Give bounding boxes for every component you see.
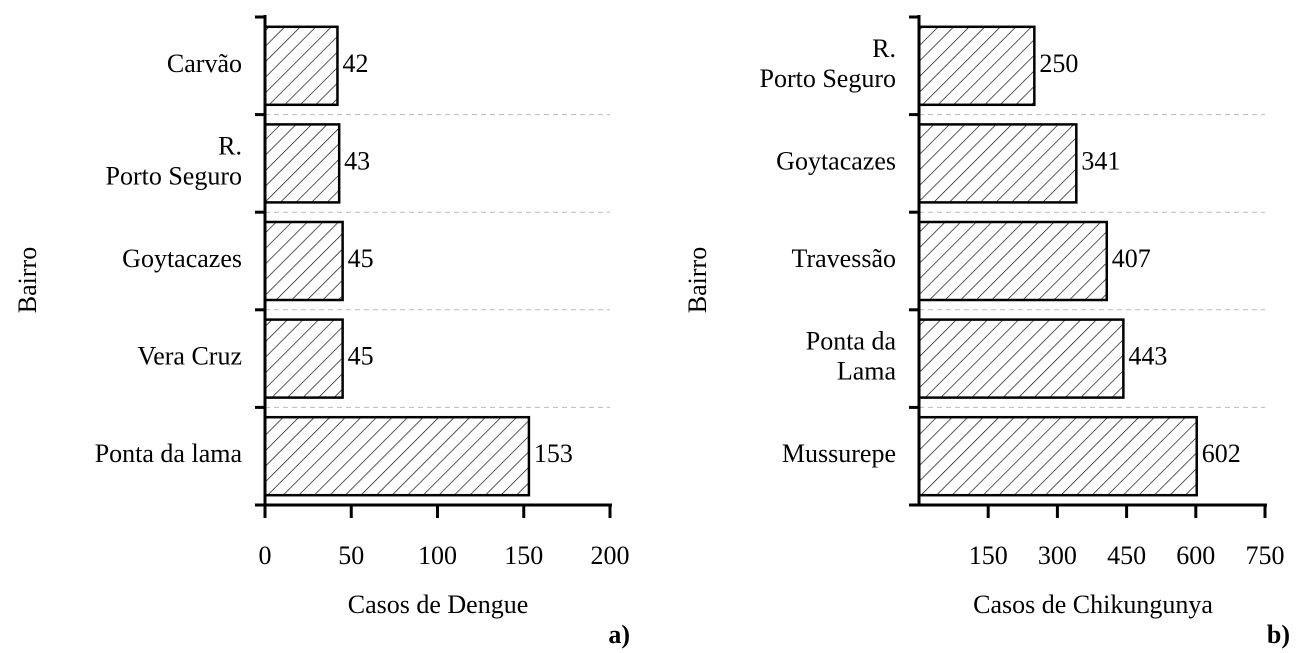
- value-label: 153: [534, 439, 573, 468]
- x-tick-label: 750: [1246, 541, 1285, 570]
- value-label: 250: [1039, 49, 1078, 78]
- value-label: 407: [1112, 244, 1151, 273]
- y-tick-label: Goytacazes: [122, 244, 242, 273]
- y-tick-label: R. Porto Seguro: [106, 131, 243, 190]
- bar: [263, 25, 339, 107]
- x-axis-label: Casos de Dengue: [348, 590, 529, 619]
- bar: [917, 220, 1109, 302]
- x-axis-label: Casos de Chikungunya: [973, 590, 1213, 619]
- y-tick-label: Travessão: [792, 244, 896, 273]
- bar: [263, 318, 344, 399]
- x-tick-label: 0: [259, 541, 272, 570]
- value-label: 43: [344, 146, 370, 175]
- bar: [263, 415, 531, 497]
- x-tick-label: 600: [1176, 541, 1215, 570]
- bar: [917, 123, 1078, 204]
- y-tick-label: Goytacazes: [776, 146, 896, 175]
- bar: [263, 220, 344, 302]
- value-label: 602: [1202, 439, 1241, 468]
- x-tick-label: 100: [418, 541, 457, 570]
- y-tick-label: Mussurepe: [782, 439, 896, 468]
- value-label: 42: [342, 49, 368, 78]
- value-label: 341: [1081, 146, 1120, 175]
- bar: [263, 123, 341, 204]
- y-tick-label: Carvão: [167, 49, 242, 78]
- value-label: 443: [1128, 342, 1167, 371]
- x-tick-label: 150: [504, 541, 543, 570]
- y-tick-label: Ponta da lama: [95, 439, 243, 468]
- x-tick-label: 200: [591, 541, 630, 570]
- x-tick-label: 50: [338, 541, 364, 570]
- panel-label: a): [608, 620, 630, 649]
- bar: [917, 415, 1198, 497]
- bar: [917, 318, 1125, 399]
- value-label: 45: [348, 342, 374, 371]
- panel-label: b): [1267, 620, 1290, 649]
- y-axis-label: Bairro: [683, 247, 712, 313]
- x-tick-label: 150: [969, 541, 1008, 570]
- y-tick-label: Ponta da Lama: [806, 327, 897, 386]
- x-tick-label: 300: [1038, 541, 1077, 570]
- y-tick-label: Vera Cruz: [137, 342, 242, 371]
- y-axis-label: Bairro: [13, 247, 42, 313]
- value-label: 45: [348, 244, 374, 273]
- bar: [917, 25, 1036, 107]
- x-tick-label: 450: [1107, 541, 1146, 570]
- y-tick-label: R. Porto Seguro: [760, 34, 897, 93]
